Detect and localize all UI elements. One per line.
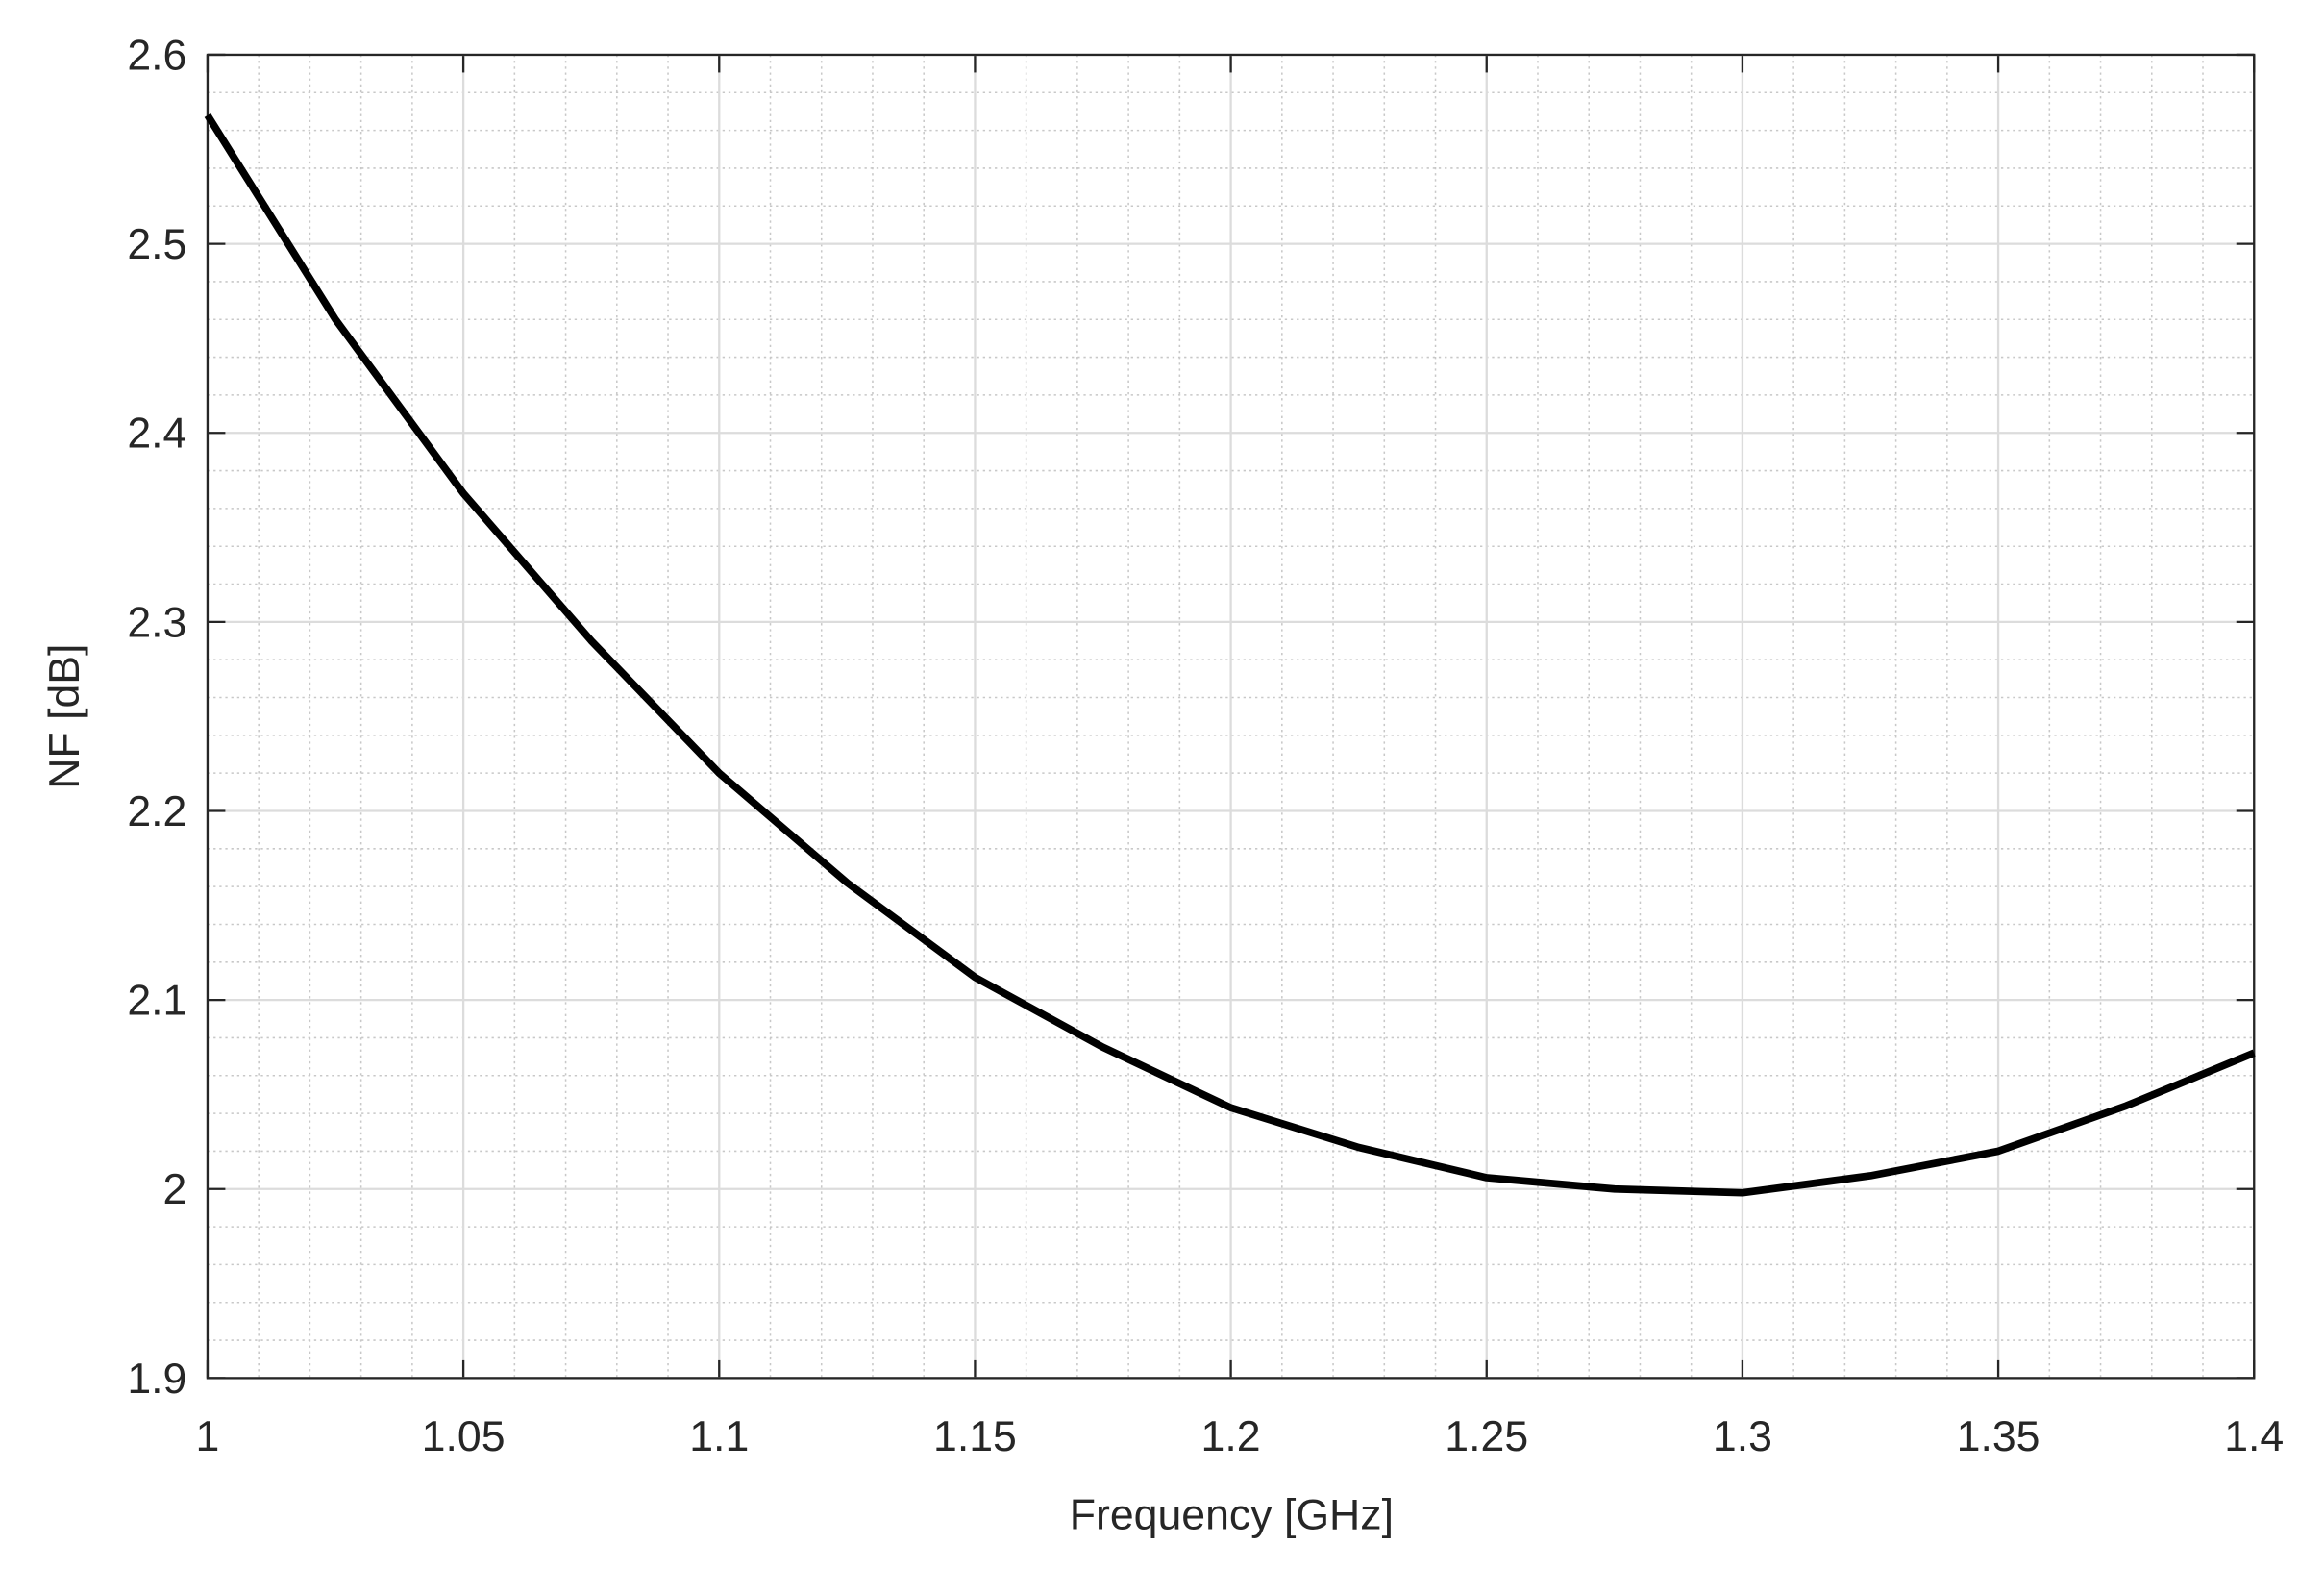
y-tick-label: 2.4 — [127, 411, 186, 458]
x-tick-label: 1.2 — [1201, 1413, 1261, 1460]
x-tick-label: 1.25 — [1445, 1413, 1528, 1460]
plot-frame — [206, 53, 2256, 1380]
y-tick-label: 2.1 — [127, 978, 186, 1025]
y-tick-label: 2 — [163, 1166, 187, 1213]
x-tick-label: 1.1 — [689, 1413, 749, 1460]
y-tick-label: 2.6 — [127, 32, 186, 79]
y-tick-label: 2.2 — [127, 788, 186, 835]
y-tick-label: 2.3 — [127, 599, 186, 646]
x-tick-label: 1.05 — [422, 1413, 506, 1460]
data-line — [204, 112, 2256, 1197]
x-tick-label: 1 — [196, 1413, 220, 1460]
x-axis-label: Frequency [GHz] — [1070, 1491, 1394, 1538]
y-tick-label: 1.9 — [127, 1356, 186, 1403]
x-tick-label: 1.3 — [1713, 1413, 1772, 1460]
x-tick-label: 1.15 — [933, 1413, 1017, 1460]
y-tick-label: 2.5 — [127, 221, 186, 268]
x-tick-label: 1.4 — [2224, 1413, 2284, 1460]
x-tick-label: 1.35 — [1957, 1413, 2040, 1460]
y-axis-label: NF [dB] — [41, 644, 88, 789]
